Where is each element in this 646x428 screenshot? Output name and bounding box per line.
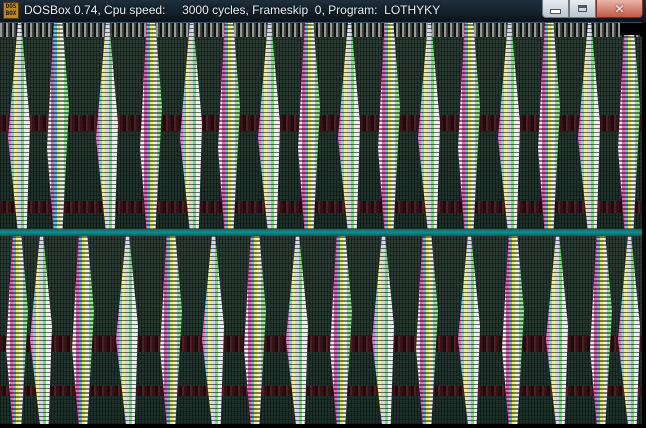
glitch-pattern — [590, 236, 612, 424]
glitch-pattern — [47, 23, 69, 232]
maximize-icon — [578, 5, 587, 12]
dark-stripe — [0, 201, 642, 213]
screen-top-band — [0, 23, 642, 232]
dosbox-icon[interactable]: DOS BOX — [3, 2, 19, 19]
glitch-pattern — [458, 236, 480, 424]
glitch-pattern — [458, 23, 480, 232]
icon-text-top: DOS — [5, 3, 17, 10]
glitch-pattern — [140, 23, 162, 232]
glitch-pattern — [72, 236, 94, 424]
glitch-pattern — [96, 23, 118, 232]
glitch-pattern — [538, 23, 560, 232]
window-controls: ✕ — [542, 0, 643, 19]
glitch-pattern — [418, 23, 440, 232]
glitch-pattern — [372, 236, 394, 424]
glitch-pattern — [578, 23, 600, 232]
screen-top-ticks — [0, 23, 642, 37]
glitch-pattern — [116, 236, 138, 424]
dos-screen[interactable] — [0, 23, 642, 424]
window-border-bottom — [0, 424, 646, 428]
glitch-pattern — [258, 23, 280, 232]
glitch-pattern — [218, 23, 240, 232]
glitch-pattern — [498, 23, 520, 232]
glitch-pattern — [546, 236, 568, 424]
icon-text-bottom: BOX — [5, 10, 17, 17]
close-icon: ✕ — [614, 1, 625, 16]
glitch-pattern — [378, 23, 400, 232]
maximize-button[interactable] — [569, 0, 596, 18]
glitch-pattern — [298, 23, 320, 232]
glitch-pattern — [6, 236, 28, 424]
glitch-pattern — [8, 23, 30, 232]
screen-divider — [0, 229, 642, 236]
glitch-pattern — [502, 236, 524, 424]
screen-bottom-band — [0, 236, 642, 424]
glitch-pattern — [180, 23, 202, 232]
glitch-pattern — [330, 236, 352, 424]
glitch-pattern — [30, 236, 52, 424]
screen-black-corner — [620, 23, 642, 35]
glitch-pattern — [618, 23, 640, 232]
minimize-icon — [550, 9, 561, 14]
glitch-pattern — [338, 23, 360, 232]
glitch-pattern — [618, 236, 640, 424]
close-button[interactable]: ✕ — [596, 0, 643, 18]
dark-stripe — [0, 386, 642, 396]
glitch-pattern — [286, 236, 308, 424]
window-border-right — [642, 22, 646, 428]
window-title: DOSBox 0.74, Cpu speed: 3000 cycles, Fra… — [24, 3, 441, 17]
glitch-pattern — [202, 236, 224, 424]
glitch-pattern — [244, 236, 266, 424]
dark-stripe — [0, 336, 642, 352]
glitch-pattern — [416, 236, 438, 424]
title-bar[interactable]: DOS BOX DOSBox 0.74, Cpu speed: 3000 cyc… — [0, 0, 646, 23]
minimize-button[interactable] — [542, 0, 569, 18]
glitch-pattern — [160, 236, 182, 424]
